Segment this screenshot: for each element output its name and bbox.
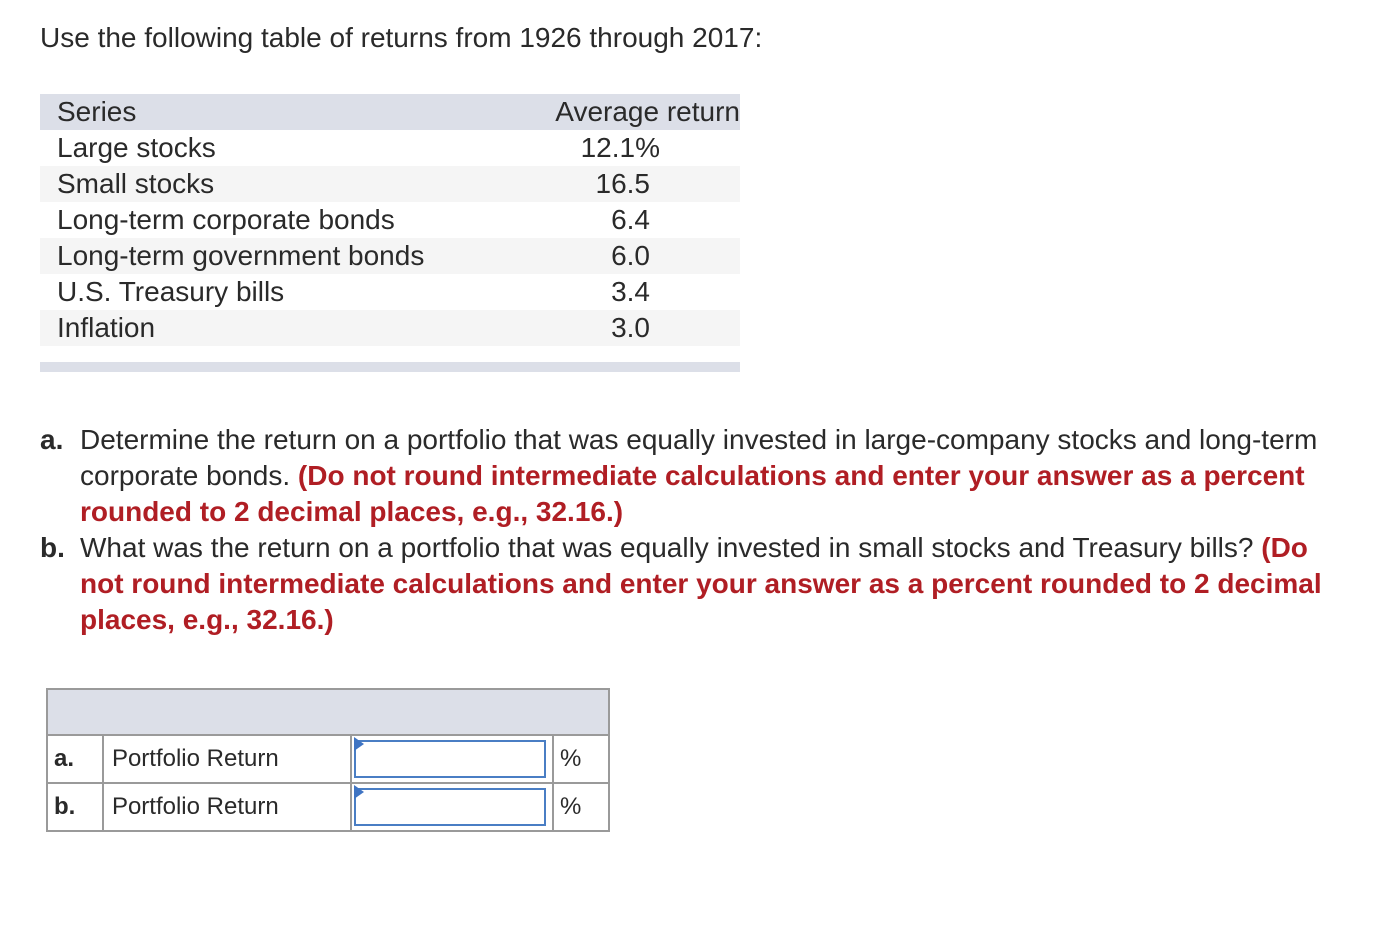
portfolio-return-a-input[interactable] <box>354 740 547 778</box>
answer-input-cell <box>350 782 555 832</box>
series-name: Small stocks <box>57 168 215 199</box>
question-b: b. What was the return on a portfolio th… <box>40 530 1330 638</box>
input-flag-icon <box>354 785 365 799</box>
percent-unit: % <box>552 782 610 832</box>
answer-header-row <box>46 688 610 736</box>
question-a: a. Determine the return on a portfolio t… <box>40 422 1330 530</box>
series-value: 3.0 <box>611 312 650 343</box>
series-value: 6.0 <box>611 240 650 271</box>
series-name: Long-term corporate bonds <box>57 204 395 235</box>
input-flag-icon <box>354 737 365 751</box>
question-text: Determine the return on a portfolio that… <box>80 422 1330 530</box>
series-value: 16.5 <box>595 168 651 199</box>
series-name: Inflation <box>57 312 156 343</box>
question-body: Determine the return on a portfolio that… <box>80 424 1318 491</box>
answer-header-cell <box>46 688 610 736</box>
answer-letter: a. <box>46 734 104 784</box>
question-hint: (Do not round intermediate calculations … <box>80 532 1322 635</box>
intro-text: Use the following table of returns from … <box>40 22 763 53</box>
average-return-header: Average return <box>555 96 740 127</box>
answer-row-b: b. Portfolio Return % <box>46 782 610 832</box>
portfolio-return-b-input[interactable] <box>354 788 547 826</box>
question-hint: (Do not round intermediate calculations … <box>80 460 1305 527</box>
question-text: What was the return on a portfolio that … <box>80 530 1330 638</box>
table-bottom-bar <box>40 362 740 372</box>
answer-label: Portfolio Return <box>101 782 353 832</box>
series-header: Series <box>57 96 137 127</box>
question-letter: a. <box>40 424 64 455</box>
percent-unit: % <box>552 734 610 784</box>
answer-row-a: a. Portfolio Return % <box>46 734 610 784</box>
returns-row: Inflation 3.0 <box>40 310 740 346</box>
question-body: What was the return on a portfolio that … <box>80 532 1254 563</box>
series-value: 6.4 <box>611 204 650 235</box>
question-letter: b. <box>40 532 65 563</box>
returns-row: Large stocks 12.1% <box>40 130 740 166</box>
answer-letter: b. <box>46 782 104 832</box>
series-name: Large stocks <box>57 132 216 163</box>
answer-label: Portfolio Return <box>101 734 353 784</box>
returns-table: Series Average return Large stocks 12.1%… <box>40 94 740 372</box>
series-name: Long-term government bonds <box>57 240 425 271</box>
returns-row: Long-term government bonds 6.0 <box>40 238 740 274</box>
returns-row: Long-term corporate bonds 6.4 <box>40 202 740 238</box>
returns-row: U.S. Treasury bills 3.4 <box>40 274 740 310</box>
questions: a. Determine the return on a portfolio t… <box>40 422 1330 638</box>
series-name: U.S. Treasury bills <box>57 276 285 307</box>
returns-header-row: Series Average return <box>40 94 740 130</box>
series-value: 3.4 <box>611 276 650 307</box>
series-value: 12.1% <box>580 132 660 163</box>
answer-table: a. Portfolio Return % b. Portfolio Retur… <box>46 688 610 832</box>
answer-input-cell <box>350 734 555 784</box>
returns-row: Small stocks 16.5 <box>40 166 740 202</box>
